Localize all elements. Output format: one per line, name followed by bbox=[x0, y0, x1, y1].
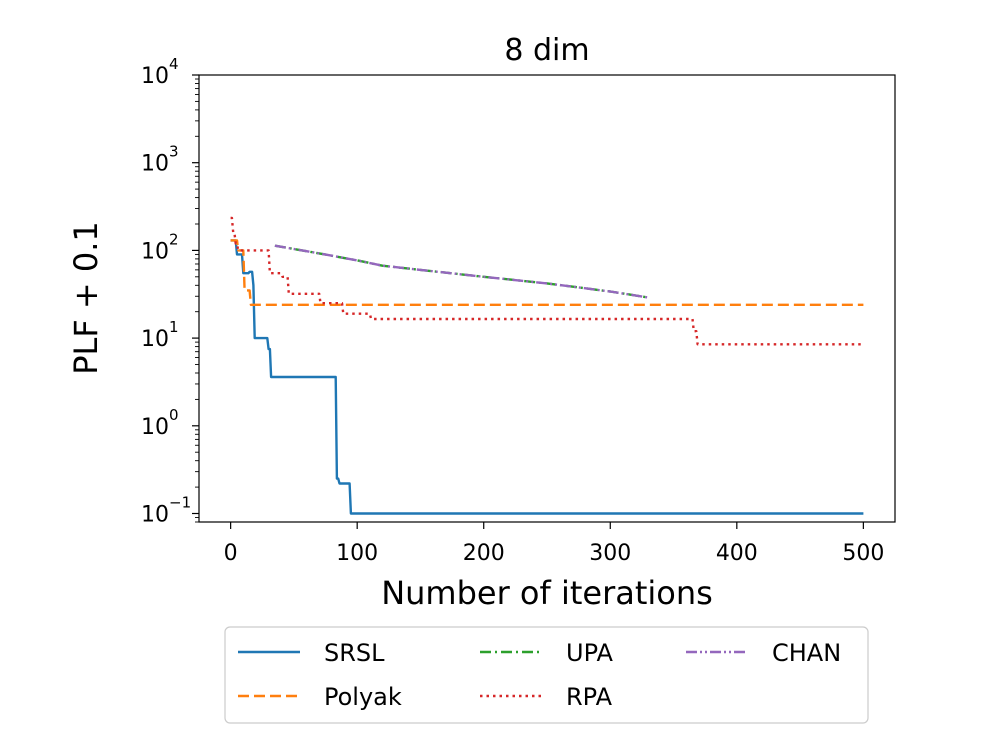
legend: SRSL Polyak UPA RPA CHAN bbox=[224, 626, 869, 724]
y-axis-label: PLF + 0.1 bbox=[67, 221, 105, 375]
y-tick-label: 10 bbox=[141, 152, 169, 177]
series-line-polyak bbox=[230, 239, 864, 306]
x-tick-label: 400 bbox=[716, 541, 758, 566]
legend-label-upa: UPA bbox=[566, 639, 614, 667]
y-tick-exponent: 3 bbox=[169, 143, 179, 161]
y-tick-exponent: 1 bbox=[169, 318, 179, 336]
series-layer bbox=[230, 216, 864, 515]
x-tick-label: 100 bbox=[336, 541, 378, 566]
y-tick-label: 10 bbox=[141, 415, 169, 440]
y-tick-label: 10 bbox=[141, 64, 169, 89]
y-tick-label: 10 bbox=[141, 503, 169, 528]
y-tick-exponent: 2 bbox=[169, 230, 179, 248]
x-axis-label: Number of iterations bbox=[381, 574, 713, 612]
y-tick-exponent: 4 bbox=[169, 55, 179, 73]
series-line-chan bbox=[274, 244, 649, 299]
y-tick-label: 10 bbox=[141, 327, 169, 352]
series-line-rpa bbox=[230, 216, 864, 346]
y-tick-label: 10 bbox=[141, 239, 169, 264]
x-tick-label: 300 bbox=[589, 541, 631, 566]
legend-label-rpa: RPA bbox=[566, 683, 613, 711]
chart-title: 8 dim bbox=[504, 33, 589, 68]
x-tick-label: 200 bbox=[463, 541, 505, 566]
legend-label-chan: CHAN bbox=[772, 639, 841, 667]
x-tick-label: 500 bbox=[842, 541, 884, 566]
series-line-srsl bbox=[230, 239, 864, 515]
plot-frame bbox=[198, 74, 896, 523]
legend-box bbox=[224, 626, 869, 724]
legend-label-srsl: SRSL bbox=[324, 639, 385, 667]
y-tick-exponent: −1 bbox=[169, 494, 191, 512]
x-tick-label: 0 bbox=[224, 541, 238, 566]
y-tick-exponent: 0 bbox=[169, 406, 179, 424]
x-axis: 0 100 200 300 400 500 bbox=[224, 522, 884, 566]
legend-label-polyak: Polyak bbox=[324, 683, 402, 711]
